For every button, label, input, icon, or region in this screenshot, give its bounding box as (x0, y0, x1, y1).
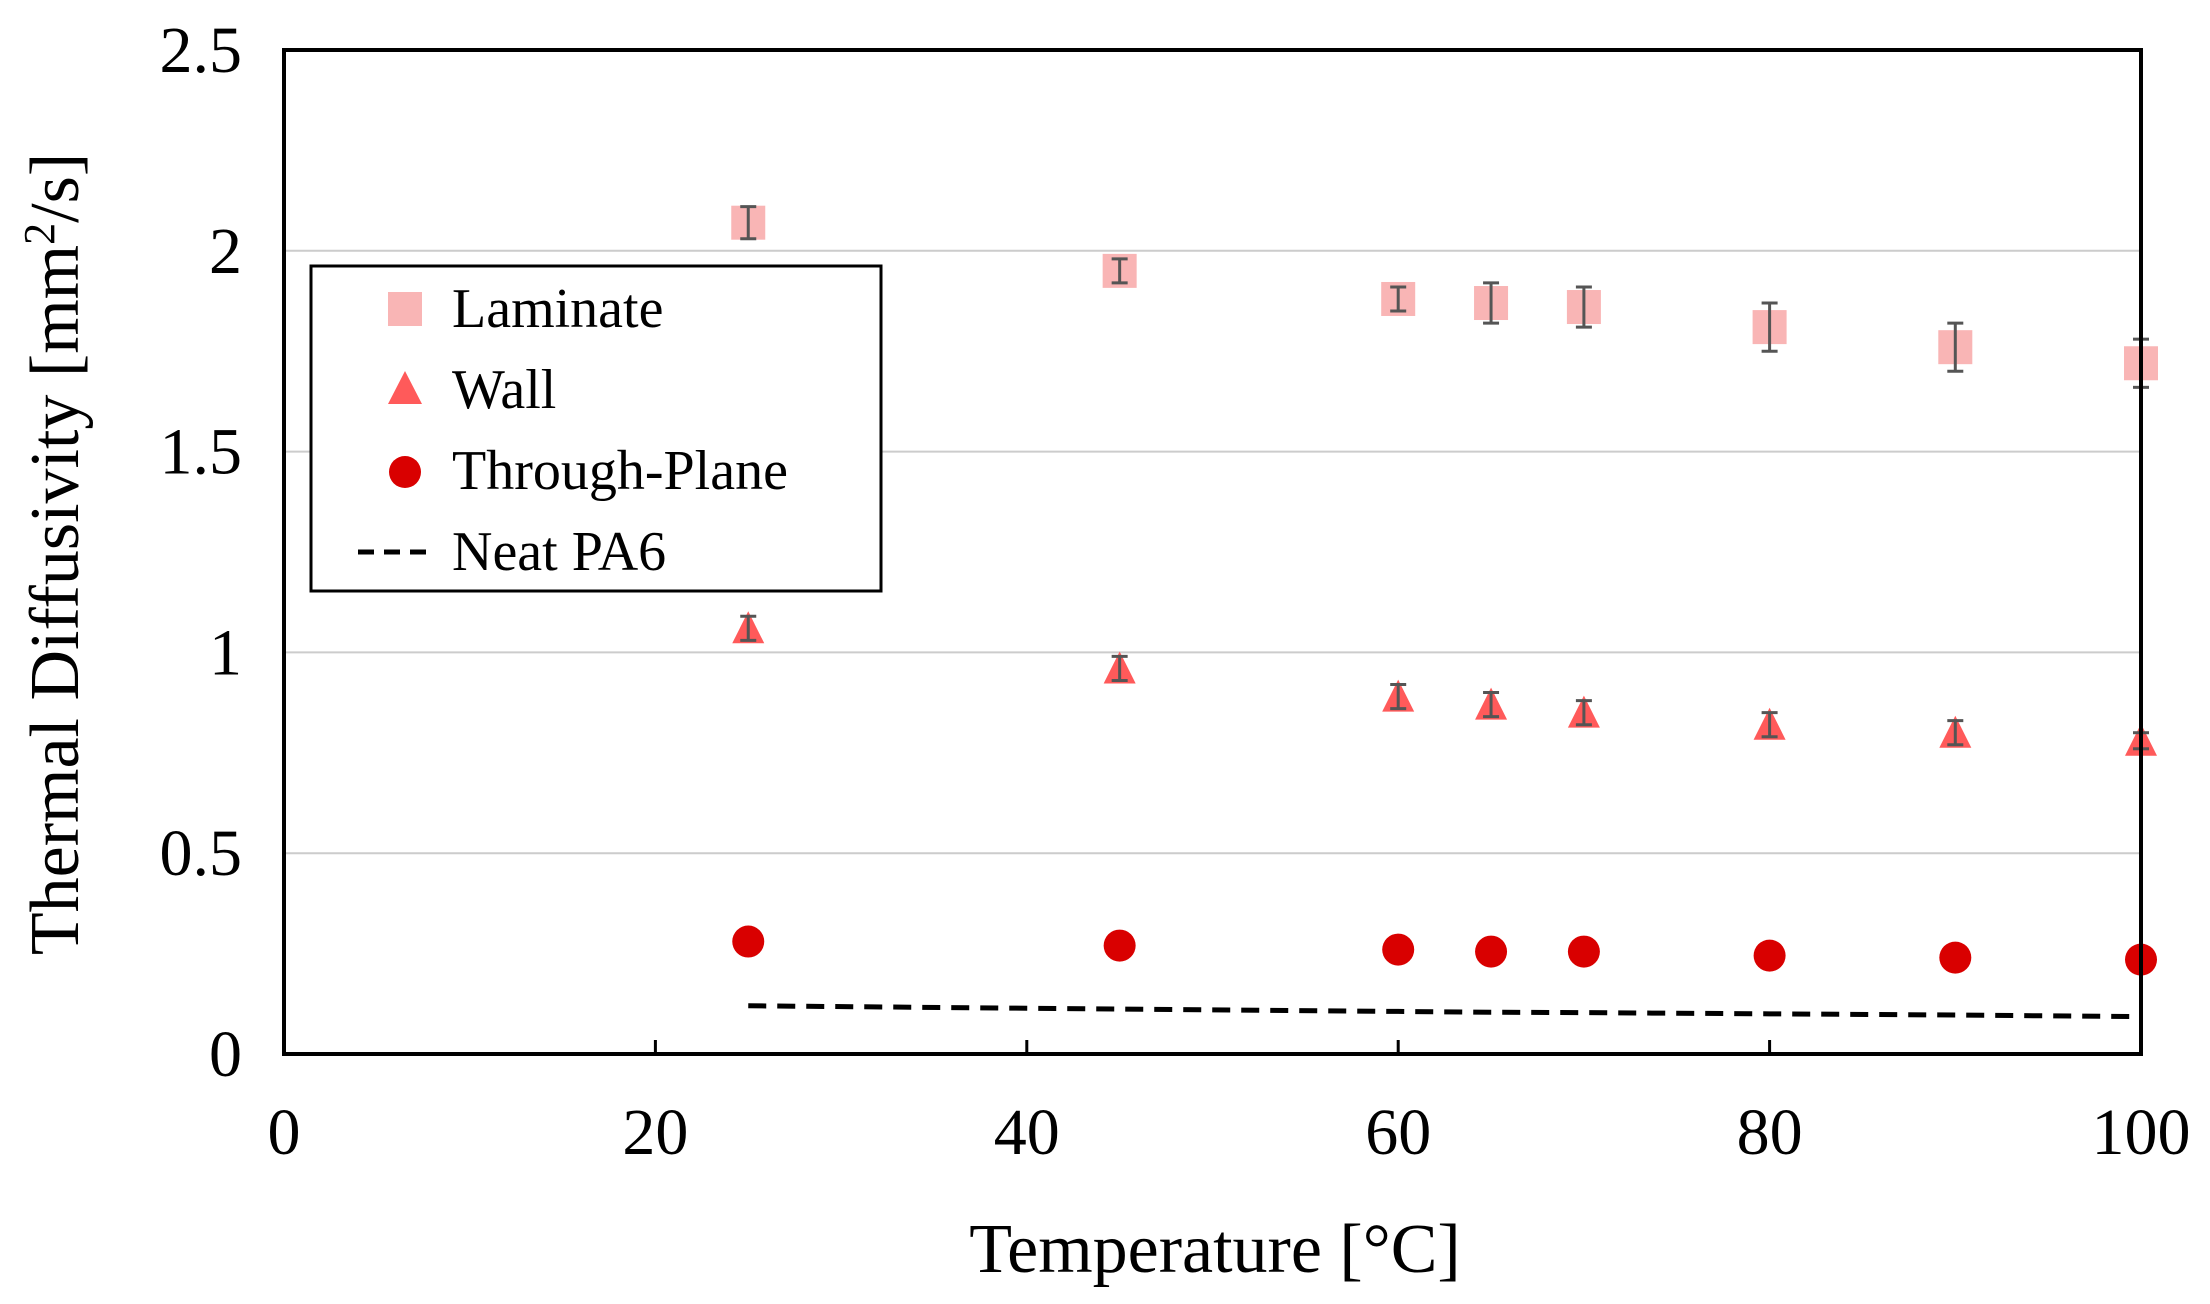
axis-ticks: 0 0.5 1 1.5 2 2.5 0 20 40 60 80 100 (160, 14, 2191, 1169)
y-axis-title-superscript: 2 (15, 223, 64, 245)
data-markers (731, 205, 2158, 976)
x-tick-label: 0 (268, 1096, 301, 1169)
through-plane-point (1567, 935, 1600, 968)
legend-through-plane-marker (389, 456, 421, 488)
through-plane-point (1475, 935, 1508, 968)
through-plane-point (1939, 941, 1972, 974)
x-tick-label: 80 (1737, 1096, 1803, 1169)
x-tick-label: 20 (622, 1096, 688, 1169)
legend-laminate-marker (388, 292, 422, 326)
y-tick-label: 0.5 (160, 817, 243, 890)
x-tick-label: 40 (994, 1096, 1060, 1169)
legend-wall-marker (388, 371, 422, 404)
x-tick-label: 100 (2092, 1096, 2191, 1169)
x-axis-title: Temperature [°C] (969, 1211, 1460, 1288)
neat-pa6-series (748, 1003, 2142, 1020)
y-tick-label: 1 (209, 616, 242, 689)
y-axis-title-main: Thermal Diffusivity [mm (17, 245, 94, 955)
legend-laminate-label: Laminate (452, 278, 663, 340)
y-tick-label: 2.5 (160, 14, 243, 87)
plot-frame (282, 48, 2143, 1056)
legend-wall-label: Wall (452, 359, 556, 421)
legend-through-plane-label: Through-Plane (452, 440, 788, 502)
legend-neat-pa6-label: Neat PA6 (452, 521, 666, 583)
legend: Laminate Wall Through-Plane Neat PA6 (309, 264, 883, 593)
through-plane-point (1753, 939, 1786, 972)
through-plane-point (1382, 933, 1415, 966)
y-tick-label: 0 (209, 1018, 242, 1091)
neat-pa6-line (748, 1003, 2142, 1020)
through-plane-point (732, 925, 765, 958)
y-tick-label: 1.5 (160, 416, 243, 489)
y-axis-title-tail: /s] (17, 153, 94, 223)
y-axis-title: Thermal Diffusivity [mm2/s] (15, 153, 94, 955)
through-plane-point (1103, 929, 1136, 962)
x-tick-label: 60 (1365, 1096, 1431, 1169)
y-tick-label: 2 (209, 215, 242, 288)
